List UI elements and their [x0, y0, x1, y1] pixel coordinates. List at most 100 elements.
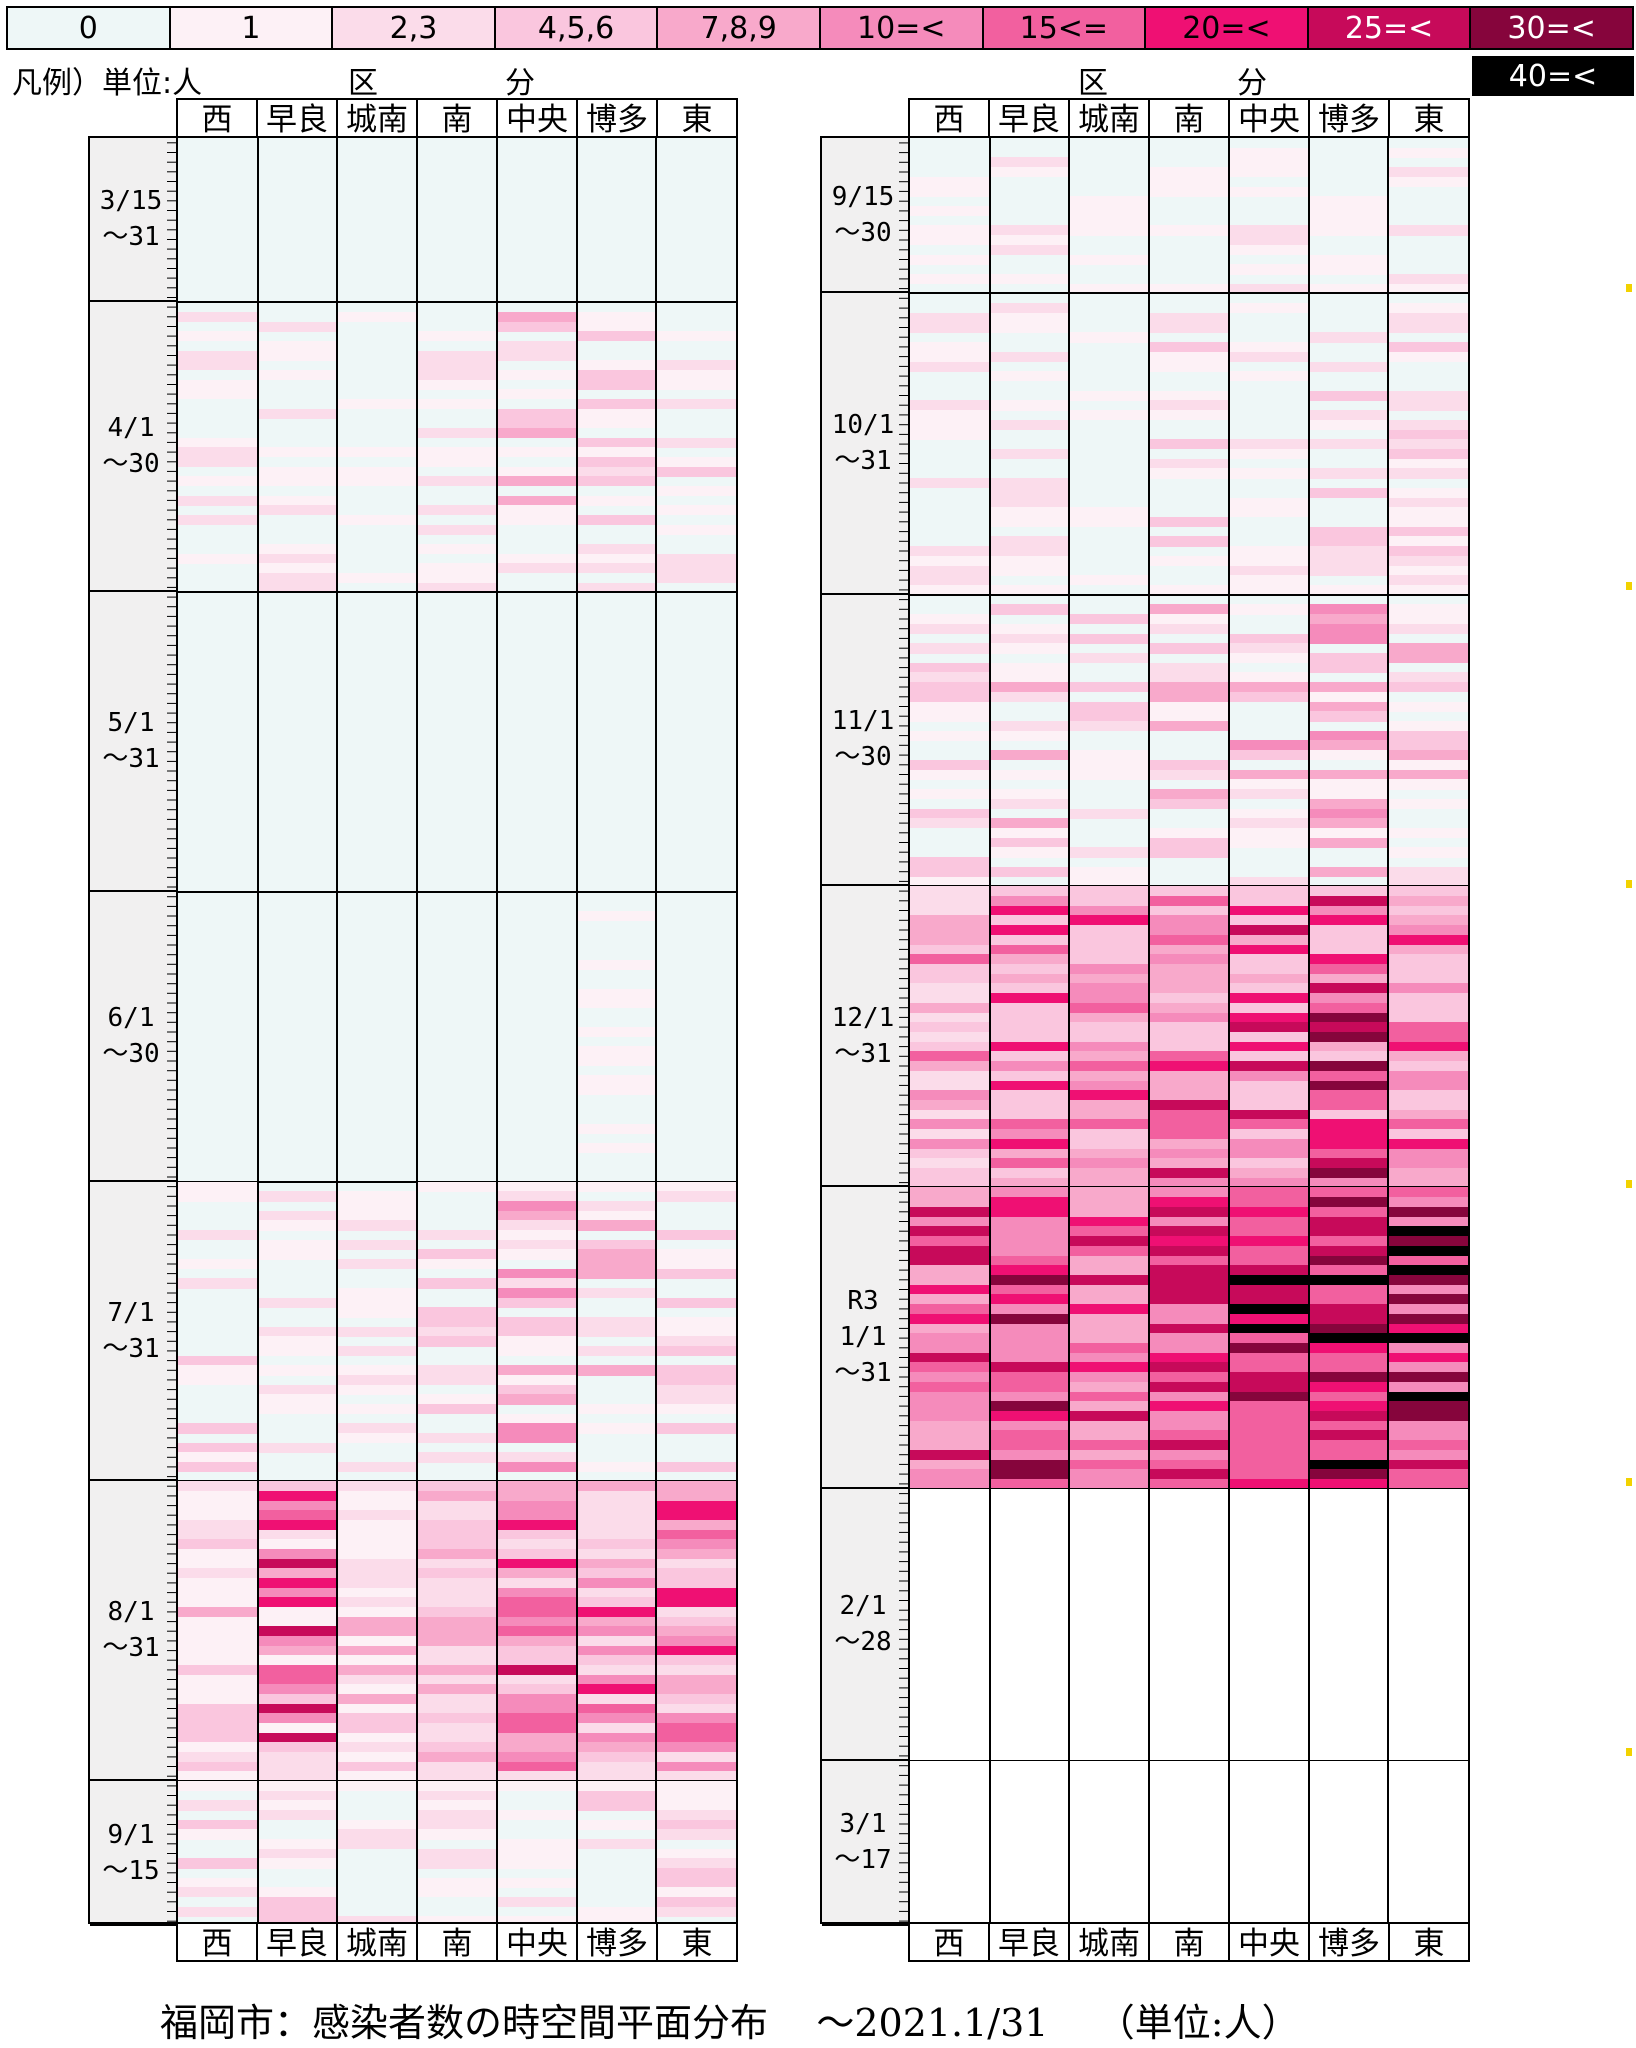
heatmap-cell: [1149, 1313, 1230, 1324]
heatmap-cell: [417, 1500, 498, 1511]
heatmap-cell: [257, 1607, 338, 1618]
legend-item: 30=<: [1471, 8, 1632, 48]
heatmap-cell: [496, 1520, 578, 1531]
heatmap-cell: [910, 1255, 991, 1266]
heatmap-cell: [178, 379, 259, 390]
heatmap-cell: [576, 1568, 657, 1579]
heatmap-cell: [1069, 196, 1150, 207]
heatmap-cell: [656, 398, 736, 410]
period-axis: 9/15 ～30 10/1 ～31 11/1 ～30 12/1 ～31 R3 1/1 ～…: [820, 136, 910, 1926]
heatmap-cell: [1228, 905, 1310, 916]
heatmap-cell: [496, 1394, 578, 1405]
heatmap-cell: [496, 1191, 578, 1202]
district-header: 城南: [1070, 100, 1150, 138]
heatmap-cell: [1228, 1177, 1310, 1188]
heatmap-cell-empty: [1228, 1760, 1309, 1922]
heatmap-cell: [989, 157, 1070, 168]
heatmap-cell: [1069, 1002, 1150, 1014]
heatmap-cell: [1228, 653, 1310, 664]
heatmap-cell: [1308, 1401, 1389, 1412]
heatmap-cell: [576, 1462, 657, 1473]
heatmap-cell: [417, 1674, 498, 1685]
heatmap-cell: [1228, 1401, 1310, 1412]
heatmap-cell: [496, 466, 578, 477]
heatmap-cell: [1228, 789, 1310, 800]
heatmap-cell: [989, 1129, 1070, 1140]
heatmap-cell: [417, 1916, 498, 1922]
heatmap-cell: [989, 322, 1070, 333]
heatmap-cell: [1388, 1381, 1468, 1393]
heatmap-cell: [1228, 808, 1310, 819]
heatmap-cell: [496, 1268, 578, 1279]
heatmap-cell: [989, 662, 1070, 673]
heatmap-cell: [337, 1297, 418, 1308]
heatmap-cell: [257, 1771, 338, 1782]
heatmap-cell: [496, 408, 578, 419]
district-header: 東: [681, 1926, 713, 1962]
heatmap-cell: [417, 1452, 498, 1463]
district-header: 西: [910, 100, 990, 138]
heatmap-cell: [1388, 730, 1468, 741]
heatmap-cell: [496, 1423, 578, 1434]
district-header: 東: [1413, 102, 1445, 138]
heatmap-cell: [656, 1636, 736, 1647]
heatmap-cell: [1228, 585, 1310, 596]
heatmap-cell: [496, 1452, 578, 1463]
heatmap-cell: [989, 1294, 1070, 1305]
heatmap-cell: [1228, 1479, 1310, 1490]
heatmap-cell: [989, 1148, 1070, 1159]
heatmap-cell: [656, 1848, 736, 1859]
heatmap-cell: [1228, 633, 1310, 644]
district-header: 南: [418, 100, 498, 138]
heatmap-cell: [1069, 1012, 1150, 1023]
heatmap-cell: [910, 1119, 991, 1130]
heatmap-cell: [1069, 1216, 1150, 1227]
heatmap-cell: [496, 1752, 578, 1763]
heatmap-cell: [656, 1674, 736, 1685]
heatmap-cell: [910, 963, 991, 975]
heatmap-cell: [178, 1906, 259, 1917]
heatmap-cell: [1308, 1440, 1389, 1451]
heatmap-cell: [989, 1391, 1070, 1402]
heatmap-cell: [496, 1433, 578, 1444]
heatmap-cell: [1149, 1284, 1230, 1295]
heatmap-cell: [1069, 1051, 1150, 1062]
heatmap-cell: [1149, 1022, 1230, 1033]
heatmap-cell: [178, 1278, 259, 1289]
heatmap-cell: [1228, 604, 1310, 615]
heatmap-cell: [178, 495, 259, 506]
heatmap-cell: [576, 1404, 657, 1415]
heatmap-cell: [337, 1703, 418, 1714]
heatmap-cell: [496, 389, 578, 400]
heatmap-cell: [337, 1839, 418, 1850]
heatmap-cell: [1308, 1381, 1389, 1393]
heatmap-cell: [989, 235, 1070, 246]
heatmap-cell: [257, 447, 338, 458]
heatmap-cell: [257, 495, 338, 506]
heatmap-cell: [910, 1362, 991, 1373]
heatmap-cell: [1388, 1304, 1468, 1315]
heatmap-cell: [1069, 206, 1150, 217]
heatmap-cell: [1228, 1041, 1310, 1052]
heatmap-cell: [1228, 1129, 1310, 1140]
heatmap-cell: [337, 1597, 418, 1608]
period-separator: [910, 292, 1468, 295]
heatmap-cell: [1228, 769, 1310, 780]
edge-marker: [1626, 1748, 1632, 1756]
heatmap-cell: [910, 954, 991, 965]
heatmap-cell: [1308, 526, 1389, 537]
heatmap-cell: [496, 1684, 578, 1695]
heatmap-cell: [910, 1168, 991, 1179]
heatmap-cell: [417, 1307, 498, 1318]
heatmap-cell: [1308, 1109, 1389, 1120]
district-header: 中央: [498, 1924, 578, 1962]
heatmap-cell: [910, 1372, 991, 1383]
period-block: 8/1 ～31: [90, 1481, 176, 1782]
heatmap-cell: [576, 1423, 657, 1434]
heatmap-cell: [496, 1839, 578, 1850]
heatmap-cell: [910, 419, 991, 430]
heatmap-cell: [337, 1326, 418, 1337]
heatmap-cell: [1308, 1002, 1389, 1014]
edge-marker: [1626, 1478, 1632, 1486]
heatmap-cell: [496, 1674, 578, 1685]
